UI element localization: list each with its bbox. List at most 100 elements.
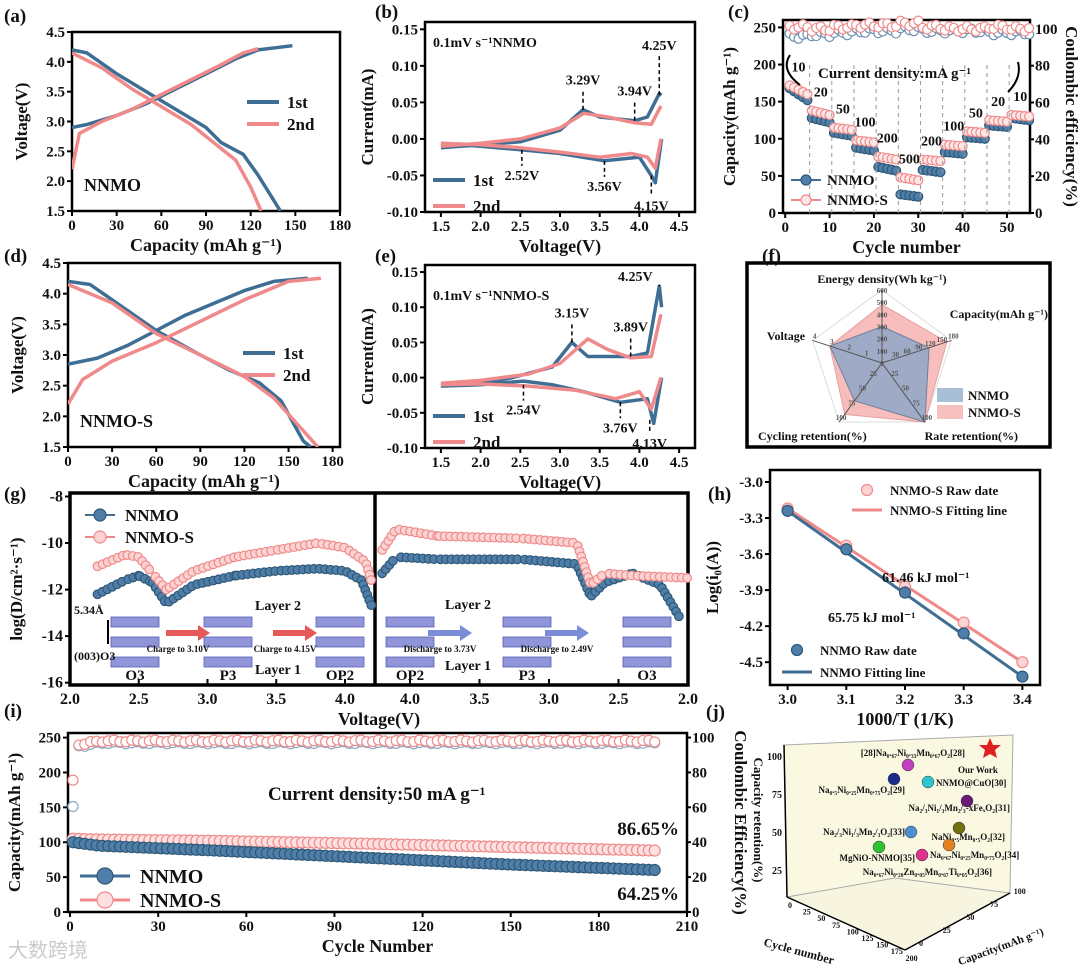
- gitt-point-nnmo-s: [596, 570, 607, 581]
- our-work-star-icon: [979, 738, 1001, 758]
- rate-label: 100: [855, 115, 876, 130]
- y-tick-label: 250: [754, 20, 777, 36]
- radar-tick-label: 300: [877, 324, 888, 332]
- radar-axis-label: Capacity(mAh g⁻¹): [950, 307, 1048, 321]
- y2-tick-label: 80: [1035, 59, 1050, 75]
- x-tick-label: 30: [911, 220, 926, 236]
- legend-label: NNMO: [827, 173, 875, 189]
- radar-axis-label: Voltage: [767, 329, 806, 343]
- x-tick-label: 3.3: [954, 692, 973, 708]
- x-axis-label: Capacity (mAh g⁻¹): [128, 471, 280, 492]
- step-arrow-icon: [545, 625, 589, 641]
- x-tick-label: 2.5: [511, 455, 530, 471]
- legend-label: NNMO-S: [827, 193, 888, 209]
- data-point-NNMO: [840, 543, 853, 556]
- point-label: Na₂/₃Ni₁/₃Mn₂/₃-xFeₓO₂[31]: [909, 803, 1010, 813]
- point-label: Our Work: [958, 765, 998, 775]
- z-tick-label: 50: [772, 828, 782, 839]
- radar-axis-label: Cycling retention(%): [758, 429, 867, 443]
- y-tick-label: 50: [966, 913, 974, 922]
- series-line-1st: [72, 48, 282, 211]
- radar-axis: [838, 362, 883, 423]
- literature-point: [901, 758, 915, 772]
- radar-tick-label: 4: [813, 332, 817, 340]
- legend-marker: [800, 174, 812, 186]
- y-tick-label: 0.00: [392, 132, 418, 148]
- x-tick-label: 200: [906, 954, 918, 963]
- x-tick-label: 4.5: [670, 219, 689, 235]
- x-tick-label: 3.0: [551, 455, 570, 471]
- y-tick-label: 0.15: [392, 265, 418, 281]
- activation-energy-label: 65.75 kJ mol⁻¹: [828, 611, 915, 626]
- radar-axis: [881, 362, 926, 423]
- crystal-layer: [502, 636, 552, 648]
- x-tick-label: 2.0: [471, 455, 490, 471]
- y-tick-label: 50: [46, 870, 61, 886]
- y-tick-label: -3.0: [739, 475, 763, 491]
- plot-frame-i: [66, 731, 689, 914]
- step-arrow-icon: [273, 625, 317, 641]
- layer-label: Layer 2: [255, 599, 301, 614]
- legend-label: 1st: [473, 407, 494, 426]
- y-tick-label: 250: [39, 731, 62, 747]
- legend-swatch: [937, 388, 963, 402]
- x-tick-label: 125: [862, 934, 874, 943]
- rate-label: 500: [899, 152, 920, 167]
- legend-label: NNMO: [125, 506, 179, 525]
- crystal-layer: [315, 636, 365, 648]
- series-line-1st: [440, 284, 664, 387]
- x-tick-label: 2.5: [129, 691, 149, 708]
- x-tick-label: 180: [329, 218, 352, 234]
- y-tick-label: 3.5: [42, 317, 61, 333]
- z-axis-label: Capacity retention(%): [751, 757, 766, 882]
- y-tick-label: -14: [42, 628, 63, 645]
- radar-axis: [881, 339, 952, 364]
- panel-label-b: (b): [375, 2, 398, 23]
- y-axis-label: Voltage(V): [12, 83, 31, 161]
- data-point-NNMO: [1016, 670, 1029, 683]
- x-tick-label: 120: [411, 919, 434, 935]
- series-line-2nd: [68, 282, 320, 447]
- radar-tick-label: 50: [902, 385, 910, 393]
- peak-label: 4.25V: [618, 270, 653, 285]
- radar-tick-label: 500: [877, 299, 888, 307]
- layer-label: Layer 1: [255, 663, 301, 678]
- z-tick-label: 100: [767, 752, 782, 763]
- capacity-point-nnmo-s: [802, 89, 813, 100]
- y-tick-label: -10: [42, 535, 63, 552]
- crystal-layer: [315, 656, 365, 668]
- y2-tick-label: 100: [1035, 22, 1058, 38]
- radar-axis-label: Energy density(Wh kg⁻¹): [817, 272, 946, 286]
- point-label: NNMO@CuO[30]: [936, 778, 1006, 788]
- point-label: NaNi₀.₅Mn₀.₅O₂[32]: [932, 832, 1006, 842]
- literature-point: [904, 825, 918, 839]
- capacity-point-nnmo: [913, 191, 924, 202]
- step-label: Discharge to 2.49V: [521, 644, 594, 654]
- x-tick-label: 3.0: [539, 691, 559, 708]
- x-tick-label: 3.4: [1013, 692, 1032, 708]
- y-tick-label: 0: [919, 939, 923, 948]
- x-tick-label: 90: [199, 218, 214, 234]
- panel-label-e: (e): [375, 246, 396, 267]
- y-tick-label: 2.5: [46, 144, 65, 160]
- phase-label: P3: [220, 668, 237, 684]
- phase-label: OP2: [396, 668, 424, 684]
- y-tick-label: 200: [39, 765, 62, 781]
- x-tick-label: 3.2: [896, 692, 915, 708]
- x-axis: [786, 896, 906, 951]
- y-tick-label: 0: [769, 206, 777, 222]
- y-tick-label: 0.05: [392, 95, 418, 111]
- x-axis-label: Voltage(V): [338, 709, 420, 730]
- panel-label-h: (h): [708, 484, 731, 505]
- y2-tick-label: 60: [1035, 96, 1050, 112]
- current-density-label: Current density:mA g⁻¹: [818, 66, 971, 82]
- legend-label: NNMO: [968, 388, 1009, 403]
- y-tick-label: 4.0: [42, 287, 61, 303]
- y2-tick-label: 40: [692, 835, 707, 851]
- x-tick-label: 0: [66, 919, 74, 935]
- point-label: Na₀.₆₇Ni₀.₂₅Mn₀.₇₅O₂[34]: [930, 850, 1019, 860]
- crystal-layer: [203, 636, 253, 648]
- legend-label: NNMO: [140, 866, 203, 888]
- y-tick-label: -4.5: [739, 655, 763, 671]
- x-tick-label: 150: [499, 919, 522, 935]
